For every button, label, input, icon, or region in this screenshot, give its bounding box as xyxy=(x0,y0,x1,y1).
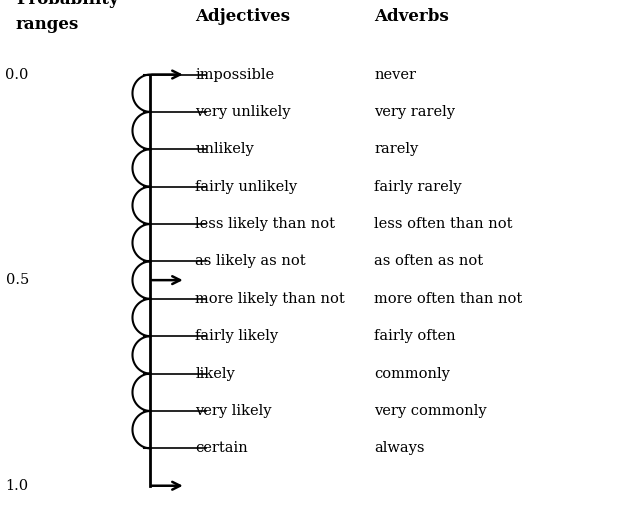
Text: fairly often: fairly often xyxy=(374,329,456,343)
Text: as likely as not: as likely as not xyxy=(195,254,306,268)
Text: less often than not: less often than not xyxy=(374,217,513,231)
Text: fairly likely: fairly likely xyxy=(195,329,278,343)
Text: less likely than not: less likely than not xyxy=(195,217,335,231)
Text: commonly: commonly xyxy=(374,366,451,380)
Text: as often as not: as often as not xyxy=(374,254,484,268)
Text: more often than not: more often than not xyxy=(374,292,523,306)
Text: very likely: very likely xyxy=(195,404,272,418)
Text: impossible: impossible xyxy=(195,67,275,82)
Text: ranges: ranges xyxy=(16,16,79,33)
Text: 1.0: 1.0 xyxy=(6,479,29,493)
Text: Adjectives: Adjectives xyxy=(195,8,290,25)
Text: fairly rarely: fairly rarely xyxy=(374,180,462,194)
Text: very unlikely: very unlikely xyxy=(195,105,291,119)
Text: very rarely: very rarely xyxy=(374,105,456,119)
Text: 0.0: 0.0 xyxy=(5,67,29,82)
Text: Adverbs: Adverbs xyxy=(374,8,449,25)
Text: more likely than not: more likely than not xyxy=(195,292,345,306)
Text: unlikely: unlikely xyxy=(195,142,254,156)
Text: 0.5: 0.5 xyxy=(6,273,29,287)
Text: very commonly: very commonly xyxy=(374,404,487,418)
Text: certain: certain xyxy=(195,442,248,455)
Text: likely: likely xyxy=(195,366,235,380)
Text: never: never xyxy=(374,67,417,82)
Text: always: always xyxy=(374,442,425,455)
Text: rarely: rarely xyxy=(374,142,419,156)
Text: fairly unlikely: fairly unlikely xyxy=(195,180,298,194)
Text: Probability: Probability xyxy=(16,0,118,8)
